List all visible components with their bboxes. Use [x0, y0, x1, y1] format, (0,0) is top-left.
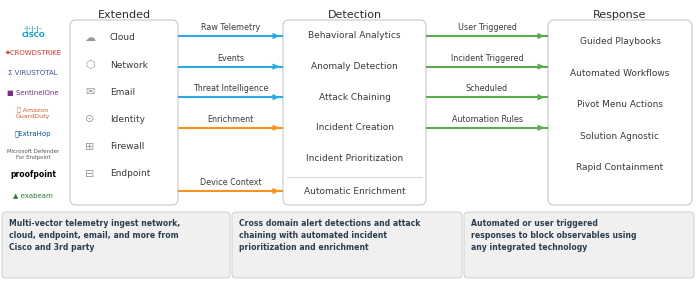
Text: Incident Triggered: Incident Triggered — [451, 53, 523, 63]
Text: ⬛ExtraHop: ⬛ExtraHop — [15, 130, 52, 137]
Text: ⊟: ⊟ — [86, 169, 95, 179]
FancyBboxPatch shape — [464, 212, 694, 278]
Text: ■ SentinelOne: ■ SentinelOne — [7, 90, 59, 96]
Text: Raw Telemetry: Raw Telemetry — [201, 23, 260, 32]
Text: Guided Playbooks: Guided Playbooks — [580, 38, 661, 46]
Text: Attack Chaining: Attack Chaining — [319, 93, 390, 102]
Text: Automatic Enrichment: Automatic Enrichment — [303, 186, 405, 196]
Text: Firewall: Firewall — [110, 142, 144, 151]
Text: Automated Workflows: Automated Workflows — [570, 69, 670, 78]
Text: Response: Response — [593, 10, 647, 20]
Text: Microsoft Defender
For Endpoint: Microsoft Defender For Endpoint — [7, 149, 59, 160]
Text: Automated or user triggered
responses to block observables using
any integrated : Automated or user triggered responses to… — [471, 219, 637, 252]
Text: Multi-vector telemetry ingest network,
cloud, endpoint, email, and more from
Cis: Multi-vector telemetry ingest network, c… — [9, 219, 180, 252]
Text: Solution Agnostic: Solution Agnostic — [580, 132, 660, 141]
Text: ✦CROWDSTRIKE: ✦CROWDSTRIKE — [4, 49, 61, 55]
Text: Threat Intelligence: Threat Intelligence — [193, 84, 268, 93]
Text: proofpoint: proofpoint — [10, 170, 56, 179]
Text: ·|·|·|·
CISCO: ·|·|·|· CISCO — [21, 26, 45, 38]
FancyBboxPatch shape — [283, 20, 426, 205]
Text: Identity: Identity — [110, 115, 145, 124]
Text: Extended: Extended — [97, 10, 150, 20]
Text: Events: Events — [217, 53, 244, 63]
Text: Anomaly Detection: Anomaly Detection — [311, 62, 398, 71]
Text: Network: Network — [110, 61, 148, 70]
Text: ⬛ Amazon
GuardDuty: ⬛ Amazon GuardDuty — [16, 108, 50, 119]
Text: ✉: ✉ — [86, 87, 95, 97]
Text: Σ VIRUSTOTAL: Σ VIRUSTOTAL — [8, 70, 58, 76]
Text: Cloud: Cloud — [110, 33, 136, 42]
Text: ⊙: ⊙ — [86, 115, 95, 125]
Text: Cross domain alert detections and attack
chaining with automated incident
priori: Cross domain alert detections and attack… — [239, 219, 420, 252]
Text: Detection: Detection — [327, 10, 381, 20]
Text: Email: Email — [110, 88, 135, 97]
Text: ⊞: ⊞ — [86, 142, 95, 152]
Text: Rapid Containment: Rapid Containment — [576, 163, 663, 172]
Text: Automation Rules: Automation Rules — [452, 115, 523, 124]
Text: Enrichment: Enrichment — [207, 115, 253, 124]
FancyBboxPatch shape — [2, 212, 230, 278]
FancyBboxPatch shape — [232, 212, 462, 278]
Text: Device Context: Device Context — [200, 178, 261, 187]
FancyBboxPatch shape — [70, 20, 178, 205]
Text: Pivot Menu Actions: Pivot Menu Actions — [577, 100, 663, 109]
Text: Incident Prioritization: Incident Prioritization — [306, 154, 403, 163]
FancyBboxPatch shape — [548, 20, 692, 205]
Text: Incident Creation: Incident Creation — [315, 123, 393, 132]
Text: ⬡: ⬡ — [85, 60, 95, 70]
Text: ☁: ☁ — [84, 33, 95, 43]
Text: User Triggered: User Triggered — [457, 23, 516, 32]
Text: ▲ exabeam: ▲ exabeam — [13, 192, 53, 198]
Text: Endpoint: Endpoint — [110, 169, 150, 178]
Text: Behavioral Analytics: Behavioral Analytics — [308, 31, 401, 40]
Text: Scheduled: Scheduled — [466, 84, 508, 93]
